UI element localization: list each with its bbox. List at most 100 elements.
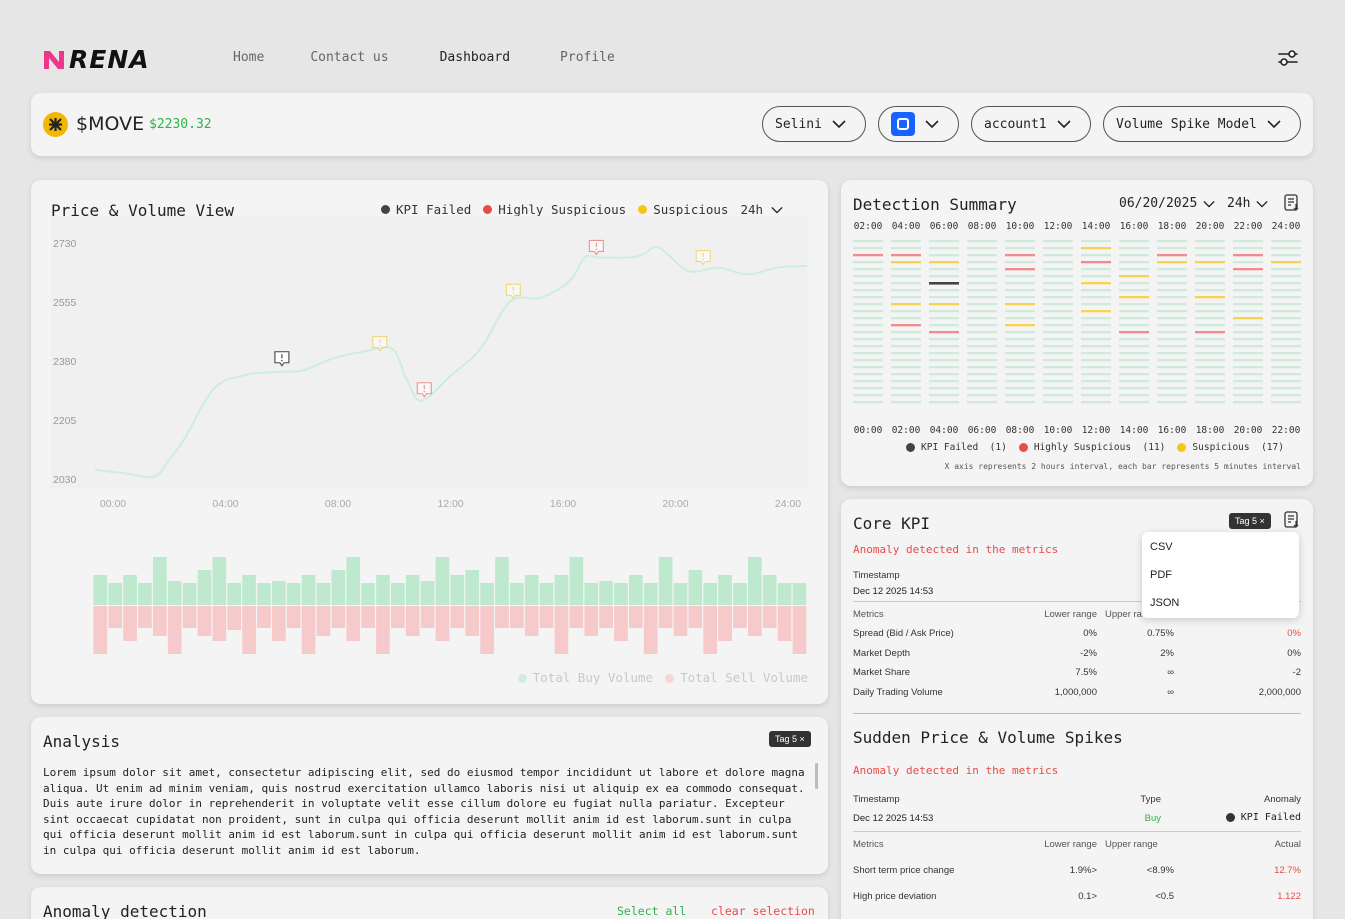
- interval-bar: [1271, 310, 1301, 313]
- legend-suspicious: Suspicious: [638, 202, 728, 217]
- spikes-timestamp: Dec 12 2025 14:53: [853, 813, 934, 824]
- interval-bar: [1157, 401, 1187, 404]
- marker-kpi-failed-icon[interactable]: [274, 351, 290, 367]
- interval-bar: [929, 345, 959, 348]
- interval-bar: [1081, 359, 1111, 362]
- summary-range-dropdown[interactable]: 24h: [1227, 196, 1269, 211]
- interval-bar: [853, 380, 883, 383]
- sell-volume-bar: [316, 606, 331, 636]
- sell-volume-bar: [450, 606, 465, 628]
- kpi-actual: 0%: [1287, 628, 1301, 639]
- interval-bar: [1043, 303, 1073, 306]
- interval-bar: [929, 247, 959, 250]
- divider: [853, 713, 1301, 714]
- export-icon[interactable]: [1284, 194, 1300, 212]
- interval-bar: [1043, 310, 1073, 313]
- nav-contact[interactable]: Contact us: [310, 50, 389, 65]
- chain-icon: [891, 112, 915, 136]
- export-pdf[interactable]: PDF: [1150, 569, 1172, 581]
- spikes-anomaly-label: Anomaly: [1264, 794, 1301, 805]
- interval-bar: [1195, 352, 1225, 355]
- analysis-scrollbar[interactable]: [815, 763, 818, 789]
- nav-home[interactable]: Home: [233, 50, 265, 65]
- analysis-tag[interactable]: Tag 5 ×: [769, 731, 811, 747]
- price-volume-card: Price & Volume View KPI Failed Highly Su…: [31, 180, 828, 704]
- marker-highly-suspicious-icon[interactable]: [416, 382, 432, 398]
- legend-highly-suspicious: Highly Suspicious: [483, 202, 626, 217]
- select-all-button[interactable]: Select all: [617, 904, 687, 918]
- export-json[interactable]: JSON: [1150, 597, 1180, 609]
- sell-volume-bar: [346, 606, 361, 641]
- interval-bar: [967, 380, 997, 383]
- clear-selection-button[interactable]: clear selection: [711, 904, 815, 918]
- marker-suspicious-icon[interactable]: [695, 250, 711, 266]
- chain-dropdown[interactable]: [878, 106, 959, 142]
- interval-bar: [1233, 373, 1263, 376]
- flag-bar-suspicious: [1157, 261, 1187, 264]
- export-csv[interactable]: CSV: [1150, 541, 1173, 553]
- interval-bar: [1081, 324, 1111, 327]
- interval-bar: [1195, 387, 1225, 390]
- interval-bar: [929, 394, 959, 397]
- interval-bar: [1005, 282, 1035, 285]
- nav-dashboard[interactable]: Dashboard: [439, 50, 511, 65]
- interval-bar: [1271, 247, 1301, 250]
- sell-volume-bar: [286, 606, 301, 628]
- analysis-title: Analysis: [43, 732, 121, 751]
- model-dropdown[interactable]: Volume Spike Model: [1103, 106, 1301, 142]
- sell-volume-bar: [584, 606, 599, 636]
- marker-highly-suspicious-icon[interactable]: [588, 239, 604, 256]
- interval-bar: [1081, 254, 1111, 257]
- buy-volume-bar: [242, 575, 256, 605]
- interval-bar: [967, 387, 997, 390]
- sell-volume-bar: [138, 606, 152, 628]
- marker-suspicious-icon[interactable]: [372, 336, 388, 352]
- hour-label: 12:00: [1081, 425, 1111, 436]
- flag-bar-highly-suspicious: [929, 331, 959, 334]
- exchange-dropdown[interactable]: Selini: [762, 106, 866, 142]
- interval-bar: [967, 268, 997, 271]
- legend-kpi-failed: KPI Failed: [381, 202, 471, 217]
- flag-bar-highly-suspicious: [1119, 331, 1149, 334]
- interval-bar: [1271, 373, 1301, 376]
- sell-volume-bar: [212, 606, 227, 641]
- buy-volume-bar: [614, 583, 628, 605]
- interval-bar: [891, 359, 921, 362]
- interval-bar: [1157, 331, 1187, 334]
- interval-bar: [853, 317, 883, 320]
- date-dropdown[interactable]: 06/20/2025: [1119, 196, 1215, 211]
- account-value: account1: [984, 116, 1047, 132]
- hour-label: 20:00: [1233, 425, 1263, 436]
- interval-bar: [1271, 240, 1301, 243]
- nav-profile[interactable]: Profile: [560, 50, 615, 65]
- brand-name: RENA: [69, 45, 150, 74]
- interval-bar: [1043, 359, 1073, 362]
- interval-bar: [1043, 331, 1073, 334]
- interval-bar: [1233, 387, 1263, 390]
- interval-bar: [1195, 380, 1225, 383]
- interval-bar: [1157, 303, 1187, 306]
- interval-bar: [891, 352, 921, 355]
- price-range-dropdown[interactable]: 24h: [740, 202, 783, 217]
- interval-bar: [1233, 282, 1263, 285]
- interval-bar: [1043, 261, 1073, 264]
- kpi-metric: Market Share: [853, 667, 911, 678]
- marker-suspicious-icon[interactable]: [505, 283, 521, 300]
- interval-bar: [1233, 310, 1263, 313]
- sell-volume-bar: [301, 606, 316, 654]
- settings-sliders-icon[interactable]: [1276, 46, 1300, 70]
- brand-logo[interactable]: RENA: [43, 45, 150, 74]
- price-legend: KPI Failed Highly Suspicious Suspicious …: [381, 202, 783, 217]
- kpi-lower: -2%: [1080, 647, 1097, 659]
- account-dropdown[interactable]: account1: [971, 106, 1091, 142]
- interval-bar: [1119, 352, 1149, 355]
- interval-bar: [929, 240, 959, 243]
- interval-bar: [1271, 268, 1301, 271]
- interval-bar: [1157, 268, 1187, 271]
- interval-bar: [1271, 303, 1301, 306]
- interval-bar: [1195, 282, 1225, 285]
- core-kpi-tag[interactable]: Tag 5 ×: [1229, 513, 1271, 529]
- export-icon[interactable]: [1284, 511, 1300, 529]
- interval-bar: [967, 394, 997, 397]
- interval-bar: [1195, 275, 1225, 278]
